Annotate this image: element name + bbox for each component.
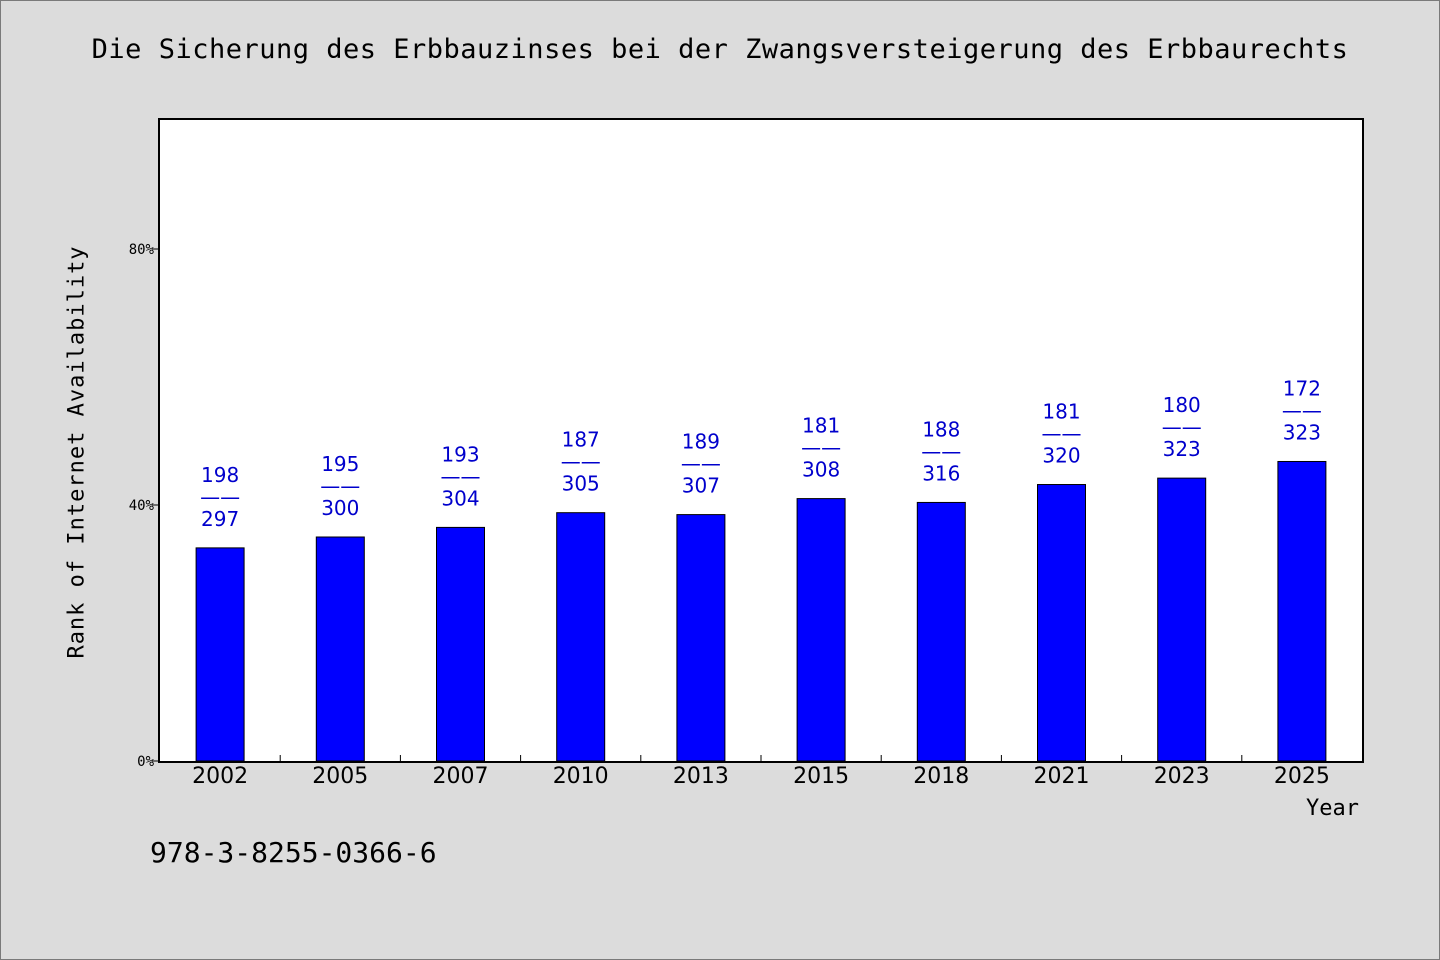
data-label-top: 188 xyxy=(922,417,960,441)
data-label-bottom: 300 xyxy=(321,496,359,520)
bar xyxy=(195,547,245,761)
bar xyxy=(436,526,485,761)
x-axis-label: Year xyxy=(1306,796,1359,821)
bars-layer xyxy=(195,460,1327,761)
bar xyxy=(1277,460,1327,761)
data-label-separator: —— xyxy=(200,485,240,509)
data-label-top: 180 xyxy=(1163,393,1201,417)
data-label-top: 181 xyxy=(1042,400,1080,424)
isbn-label: 978-3-8255-0366-6 xyxy=(150,836,437,869)
data-label-separator: —— xyxy=(1162,415,1202,439)
data-label-top: 189 xyxy=(682,430,720,454)
bar xyxy=(1037,484,1086,761)
data-label-bottom: 323 xyxy=(1283,420,1321,444)
data-label-bottom: 297 xyxy=(201,507,239,531)
plot-area: 198 —— 297 195 —— 300 193 —— 304 187 —— 305 189 —— 307… xyxy=(158,118,1364,763)
data-label-bottom: 305 xyxy=(562,472,600,496)
data-label-bottom: 307 xyxy=(682,474,720,498)
bar xyxy=(796,498,846,761)
data-label-separator: —— xyxy=(320,474,360,498)
data-label-bottom: 320 xyxy=(1042,444,1080,468)
data-label-bottom: 323 xyxy=(1163,437,1201,461)
bar xyxy=(315,536,365,761)
data-label-bottom: 304 xyxy=(441,486,479,510)
data-label-separator: —— xyxy=(441,464,481,488)
data-label-separator: —— xyxy=(1282,398,1322,422)
bar xyxy=(556,512,606,761)
data-label-separator: —— xyxy=(561,450,601,474)
data-label-bottom: 316 xyxy=(922,461,960,485)
bar-chart: 198——297195——300193——304187——305189——307… xyxy=(195,376,1327,761)
data-labels-layer: 198——297195——300193——304187——305189——307… xyxy=(200,376,1322,530)
data-label-top: 198 xyxy=(201,463,239,487)
data-label-top: 195 xyxy=(321,452,359,476)
data-label-top: 187 xyxy=(562,428,600,452)
y-axis-label: Rank of Internet Availability xyxy=(64,245,90,659)
data-label-separator: —— xyxy=(801,436,841,460)
bar xyxy=(676,514,726,761)
data-label-separator: —— xyxy=(921,439,961,463)
data-label-top: 181 xyxy=(802,414,840,438)
data-label-separator: —— xyxy=(681,452,721,476)
data-label-top: 193 xyxy=(441,442,479,466)
bar xyxy=(916,501,966,761)
data-label-top: 172 xyxy=(1283,376,1321,400)
chart-title: Die Sicherung des Erbbauzinses bei der Z… xyxy=(91,34,1349,65)
data-label-separator: —— xyxy=(1042,422,1082,446)
bar xyxy=(1157,477,1207,761)
data-label-bottom: 308 xyxy=(802,458,840,482)
